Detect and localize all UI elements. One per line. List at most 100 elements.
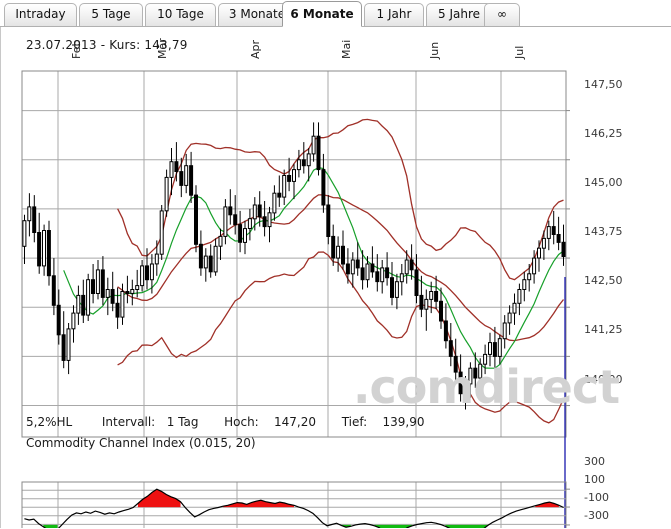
candle-body	[537, 247, 541, 259]
price-axis-tick: 141,25	[584, 323, 623, 337]
candle-body	[149, 263, 154, 281]
indicator-title: Commodity Channel Index (0.015, 20)	[26, 436, 256, 450]
candle-body	[380, 267, 385, 283]
candle-body	[218, 235, 223, 247]
price-axis-tick: 140,00	[584, 372, 623, 386]
candle-body	[27, 206, 32, 222]
candle-body	[184, 165, 189, 186]
candle-body	[135, 285, 140, 291]
candle-body	[262, 216, 267, 228]
candle-body	[252, 204, 257, 220]
candle-body	[414, 269, 419, 296]
candle-body	[164, 176, 169, 212]
candle-body	[208, 255, 213, 273]
candle-body	[272, 192, 277, 214]
bollinger-middle-band	[117, 194, 565, 342]
candle-body	[86, 279, 91, 316]
candle-body	[213, 245, 218, 273]
tab-1-jahr[interactable]: 1 Jahr	[364, 3, 424, 26]
cci-panel-frame	[21, 481, 567, 528]
candle-body	[105, 289, 110, 298]
cci-axis-tick: 300	[584, 455, 605, 469]
candle-body	[512, 302, 517, 314]
month-label-apr: Apr	[249, 39, 262, 59]
candle-body	[115, 302, 120, 318]
candle-body	[448, 340, 453, 357]
candle-body	[360, 267, 365, 281]
month-label-feb: Feb	[70, 39, 83, 59]
tab-3-monate[interactable]: 3 Monate	[218, 3, 296, 26]
candle-body	[228, 206, 233, 216]
candle-body	[32, 206, 37, 233]
candle-body	[81, 294, 86, 316]
candle-body	[22, 220, 27, 247]
candle-body	[321, 169, 326, 206]
candle-body	[282, 175, 287, 198]
cci-axis-tick: -100	[584, 490, 609, 504]
candle-body	[130, 289, 135, 294]
candle-body	[51, 275, 56, 306]
cci-overbought-fill	[137, 489, 181, 508]
candle-body	[257, 204, 262, 218]
candle-body	[419, 294, 424, 310]
candle-body	[277, 192, 282, 198]
candle-body	[174, 161, 179, 172]
price-axis-tick: 147,50	[584, 77, 623, 91]
cci-oversold-fill	[445, 524, 488, 528]
candle-body	[404, 259, 409, 275]
candle-body	[429, 291, 434, 300]
month-label-jun: Jun	[428, 41, 441, 59]
candle-body	[267, 212, 272, 228]
candle-body	[502, 322, 507, 340]
candle-body	[169, 161, 174, 178]
candle-body	[91, 279, 95, 294]
candle-body	[336, 245, 341, 259]
cci-line	[24, 488, 564, 528]
candle-body	[345, 263, 350, 275]
candle-body	[66, 328, 71, 361]
candle-body	[125, 291, 130, 294]
price-axis-tick: 142,50	[584, 274, 623, 288]
candle-body	[341, 245, 345, 265]
candle-body	[326, 204, 331, 237]
quote-header: 23.07.2013 - Kurs: 143,79	[26, 38, 188, 52]
candle-body	[350, 259, 355, 275]
candle-body	[194, 194, 198, 245]
candle-body	[301, 159, 306, 167]
candle-body	[394, 281, 399, 298]
candle-body	[488, 342, 492, 355]
candle-body	[439, 300, 443, 322]
candle-body	[463, 383, 468, 395]
stat-low-label: Tief:	[341, 415, 368, 429]
price-chart-canvas[interactable]	[1, 27, 671, 528]
candle-body	[238, 224, 243, 243]
tab-6-monate[interactable]: 6 Monate	[282, 1, 362, 27]
stat-interval-label: Intervall:	[101, 415, 156, 429]
candle-body	[189, 165, 194, 196]
candle-body	[243, 228, 247, 243]
tab-intraday[interactable]: Intraday	[4, 3, 77, 26]
candle-body	[61, 334, 66, 361]
candle-body	[492, 342, 497, 357]
candle-body	[42, 230, 46, 267]
candle-body	[154, 253, 159, 265]
cci-oversold-fill	[43, 524, 58, 528]
candle-body	[458, 371, 463, 395]
tab-10-tage[interactable]: 10 Tage	[145, 3, 216, 26]
candle-body	[76, 294, 81, 314]
candle-body	[424, 298, 429, 310]
tab-5-tage[interactable]: 5 Tage	[79, 3, 143, 26]
candle-body	[409, 259, 414, 271]
candle-body	[556, 234, 561, 243]
candle-body	[56, 304, 61, 336]
tab-infinite[interactable]: ∞	[484, 3, 520, 26]
candle-body	[532, 257, 537, 275]
candle-body	[370, 263, 375, 273]
tab-5-jahre[interactable]: 5 Jahre	[426, 3, 492, 26]
stats-row: 5,2%HL Intervall: 1 Tag Hoch: 147,20 Tie…	[26, 415, 425, 429]
candle-body	[159, 210, 164, 255]
candle-body	[434, 291, 439, 302]
candle-body	[296, 159, 301, 171]
cci-axis-tick: -300	[584, 508, 609, 522]
